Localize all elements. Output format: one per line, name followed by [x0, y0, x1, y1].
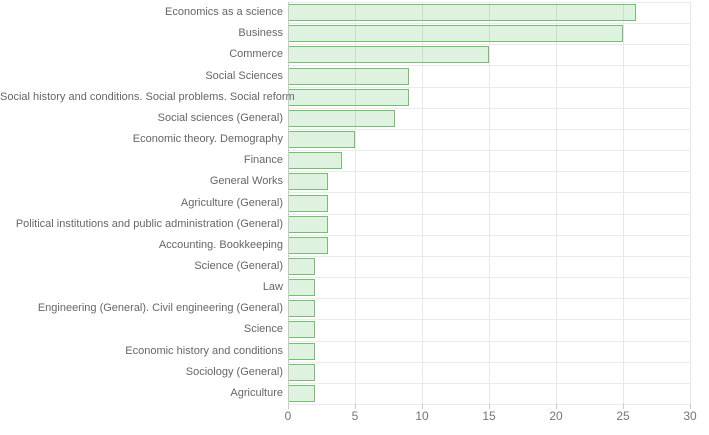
- bar[interactable]: [288, 194, 329, 212]
- x-axis-tick-mark: [288, 404, 289, 409]
- category-label: Finance: [243, 154, 283, 167]
- category-label: Social history and conditions. Social pr…: [0, 90, 295, 103]
- category-label: Business: [238, 27, 283, 40]
- category-label: Agriculture (General): [180, 196, 283, 209]
- bar[interactable]: [288, 131, 355, 149]
- x-axis-tick-mark: [355, 404, 356, 409]
- bar[interactable]: [288, 25, 623, 43]
- bar[interactable]: [288, 67, 409, 85]
- bar[interactable]: [288, 109, 396, 127]
- bar[interactable]: [288, 342, 315, 360]
- vertical-gridline: [355, 2, 356, 404]
- y-axis-line: [288, 2, 289, 404]
- category-label: Engineering (General). Civil engineering…: [37, 302, 283, 315]
- vertical-gridline: [422, 2, 423, 404]
- vertical-gridline: [489, 2, 490, 404]
- x-axis-tick-label: 5: [351, 409, 359, 423]
- plot-area: [288, 2, 691, 405]
- category-label: Social sciences (General): [157, 111, 283, 124]
- bar[interactable]: [288, 152, 342, 170]
- category-label: Law: [262, 281, 283, 294]
- x-axis-tick-label: 20: [549, 409, 563, 423]
- bar[interactable]: [288, 173, 329, 191]
- vertical-gridline: [690, 2, 691, 404]
- category-label: Economics as a science: [165, 6, 283, 19]
- bar[interactable]: [288, 88, 409, 106]
- bar[interactable]: [288, 363, 315, 381]
- category-label: Economic theory. Demography: [132, 133, 283, 146]
- x-axis-tick-mark: [690, 404, 691, 409]
- bar[interactable]: [288, 321, 315, 339]
- category-label: Accounting. Bookkeeping: [158, 238, 283, 251]
- bar[interactable]: [288, 279, 315, 297]
- category-label: Sociology (General): [185, 365, 283, 378]
- vertical-gridline: [623, 2, 624, 404]
- category-label: Science (General): [194, 259, 283, 272]
- category-label: Economic history and conditions: [125, 344, 283, 357]
- bar[interactable]: [288, 46, 489, 64]
- x-axis-tick-label: 25: [616, 409, 630, 423]
- x-axis-tick-mark: [489, 404, 490, 409]
- bar[interactable]: [288, 4, 637, 22]
- category-label: Commerce: [229, 48, 283, 61]
- x-axis-tick-label: 30: [683, 409, 697, 423]
- category-label: Social Sciences: [205, 69, 283, 82]
- category-label: Science: [243, 323, 283, 336]
- x-axis-tick-label: 10: [415, 409, 429, 423]
- bar[interactable]: [288, 215, 329, 233]
- vertical-gridline: [556, 2, 557, 404]
- bar[interactable]: [288, 257, 315, 275]
- category-label: General Works: [209, 175, 283, 188]
- category-label: Political institutions and public admini…: [15, 217, 283, 230]
- x-axis-tick-mark: [623, 404, 624, 409]
- bar[interactable]: [288, 384, 315, 402]
- category-label: Agriculture: [230, 386, 283, 399]
- x-axis-tick-mark: [556, 404, 557, 409]
- x-axis-tick-mark: [422, 404, 423, 409]
- bar[interactable]: [288, 236, 329, 254]
- bar[interactable]: [288, 300, 315, 318]
- x-axis-tick-label: 0: [284, 409, 292, 423]
- x-axis-tick-label: 15: [482, 409, 496, 423]
